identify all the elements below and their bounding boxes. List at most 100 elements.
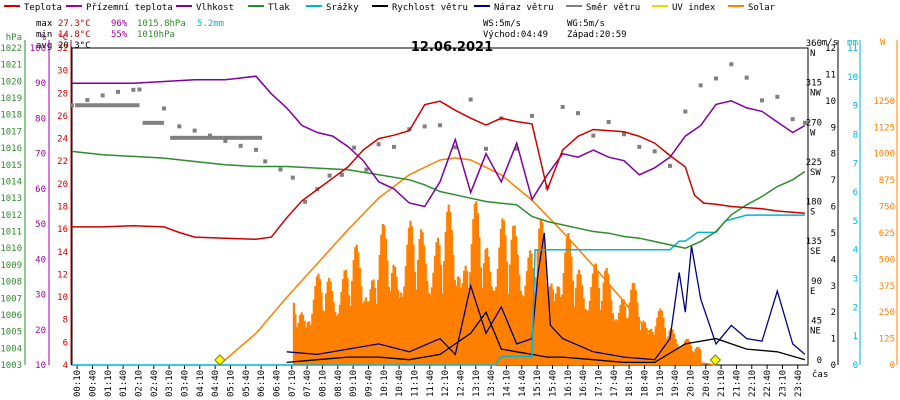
solar-bar	[384, 238, 387, 365]
hpa-tick: 1010	[0, 244, 22, 254]
solar-bar	[647, 334, 650, 365]
wind-dir-point	[652, 149, 657, 154]
w-tick: 875	[879, 176, 895, 186]
pct-tick: 10	[35, 361, 46, 371]
celsius-tick: 22	[57, 157, 68, 167]
solar-bar	[337, 313, 340, 365]
x-tick-label: 23:40	[794, 370, 804, 397]
solar-bar	[447, 204, 450, 365]
ms-tick: 11	[825, 70, 836, 80]
legend-label-6: Náraz větru	[494, 3, 554, 13]
wind-dir-point	[85, 98, 90, 103]
solar-bar	[686, 338, 690, 365]
solar-bar	[397, 289, 400, 365]
solar-bar	[507, 293, 510, 365]
solar-bar	[614, 319, 617, 365]
solar-bar	[596, 271, 599, 365]
x-tick-label: 02:40	[150, 370, 160, 397]
solar-bar	[432, 272, 435, 365]
solar-bar	[424, 263, 427, 365]
wind-dir-point	[137, 87, 142, 92]
solar-bar	[591, 273, 594, 365]
solar-bar	[467, 287, 470, 365]
celsius-tick: 20	[57, 180, 68, 190]
solar-bar	[395, 276, 398, 365]
solar-bar	[630, 289, 633, 365]
solar-bar	[651, 331, 654, 365]
x-tick-label: 09:10	[349, 370, 359, 397]
solar-bar	[564, 252, 567, 365]
solar-bar	[571, 280, 575, 365]
x-tick-label: 20:40	[702, 370, 712, 397]
solar-bar	[335, 316, 338, 365]
solar-bar	[406, 244, 409, 365]
wind-dir-point	[576, 111, 580, 116]
solar-bar	[341, 279, 345, 365]
solar-bar	[311, 313, 314, 365]
celsius-tick: 16	[57, 225, 68, 235]
celsius-tick: 4	[63, 361, 68, 371]
solar-bar	[320, 292, 323, 365]
solar-bar	[338, 304, 341, 365]
solar-bar	[558, 287, 561, 365]
mm-tick: 4	[853, 246, 858, 256]
solar-bar	[499, 228, 502, 365]
solar-bar	[535, 277, 538, 365]
solar-bar	[441, 293, 444, 365]
solar-bar	[371, 280, 374, 365]
wind-dir-point	[327, 173, 332, 178]
x-tick-label: 02:10	[134, 370, 144, 397]
solar-bar	[538, 228, 541, 365]
dir-tick: 315	[806, 79, 822, 89]
pct-tick: 50	[35, 220, 46, 230]
solar-bar	[605, 267, 608, 365]
x-tick-label: 01:10	[104, 370, 114, 397]
solar-bar	[525, 271, 529, 365]
hpa-tick: 1003	[0, 361, 22, 371]
solar-bar	[435, 242, 438, 365]
solar-bar	[680, 346, 683, 365]
celsius-tick: 26	[57, 112, 68, 122]
mm-tick: 11	[847, 44, 858, 54]
wind-dir-point	[131, 87, 136, 92]
pct-tick: 70	[35, 150, 46, 160]
wind-dir-point	[683, 109, 688, 114]
mm-tick: 0	[853, 361, 858, 371]
wind-dir-point	[790, 117, 795, 122]
legend-label-2: Vlhkost	[196, 3, 234, 13]
solar-bar	[694, 348, 697, 365]
solar-bar	[430, 287, 433, 365]
pct-tick: 30	[35, 291, 46, 301]
solar-bar	[645, 327, 648, 365]
solar-bar	[597, 288, 601, 365]
solar-bar	[510, 239, 513, 365]
solar-bar	[553, 300, 556, 365]
wind-dir-point	[668, 163, 672, 168]
stat-sunrise: Východ:04:49	[483, 30, 548, 40]
x-tick-label: 12:40	[456, 370, 466, 397]
wind-dir-point	[254, 147, 258, 152]
ms-tick: 6	[831, 203, 836, 213]
solar-bar	[429, 294, 432, 365]
ms-tick: 4	[831, 255, 836, 265]
x-tick-label: 08:10	[318, 370, 328, 397]
ms-tick: 10	[825, 97, 836, 107]
wind-dir-point	[290, 175, 295, 180]
solar-bar	[306, 322, 309, 365]
solar-bar	[617, 312, 621, 365]
dir-name: NW	[810, 89, 821, 99]
dir-tick: 90	[811, 277, 822, 287]
solar-bar	[410, 226, 414, 365]
solar-bar	[665, 338, 668, 365]
wind-dir-point	[468, 97, 473, 102]
solar-bar	[616, 320, 619, 365]
wind-dir-point	[514, 146, 519, 151]
x-tick-label: 17:40	[610, 370, 620, 397]
x-tick-label: 17:10	[594, 370, 604, 397]
ms-tick: 12	[825, 44, 836, 54]
solar-bar	[648, 329, 651, 365]
solar-bar	[688, 341, 691, 365]
solar-bar	[542, 236, 545, 365]
solar-bar	[386, 260, 389, 365]
solar-bar	[449, 211, 452, 365]
